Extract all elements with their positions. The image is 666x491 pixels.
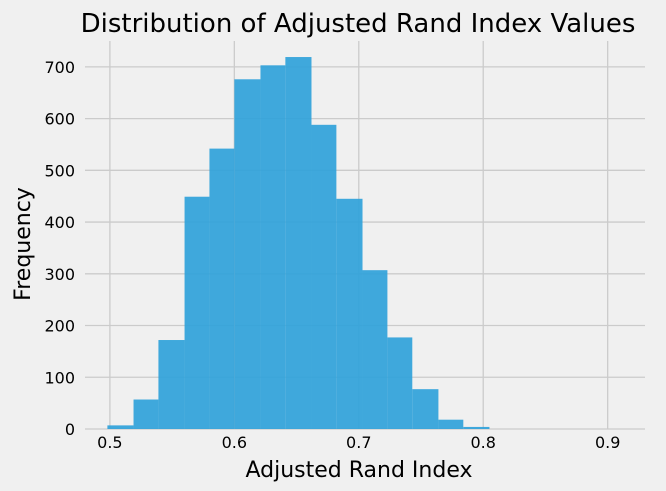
histogram-bar (158, 340, 185, 429)
histogram-bar (285, 57, 312, 430)
histogram-bars (107, 57, 490, 430)
x-axis-label: Adjusted Rand Index (245, 458, 472, 483)
y-axis-label: Frequency (11, 187, 36, 301)
histogram-bar (311, 124, 337, 430)
x-tick-label: 0.6 (222, 433, 247, 452)
x-tick-label: 0.8 (470, 433, 495, 452)
y-tick-label: 700 (44, 58, 75, 77)
histogram-bar (438, 419, 464, 429)
histogram-bar (387, 337, 413, 429)
histogram-bar (133, 399, 159, 429)
histogram-bar (362, 270, 388, 429)
tick-labels: 0 100 200 300 400 500 600 700 0.5 0.6 0.7 0.8 0.9 (44, 58, 620, 452)
y-tick-label: 400 (44, 213, 75, 232)
y-tick-label: 500 (44, 161, 75, 180)
histogram-bar (260, 65, 286, 429)
y-tick-label: 300 (44, 265, 75, 284)
y-tick-label: 100 (44, 368, 75, 387)
chart-title: Distribution of Adjusted Rand Index Valu… (81, 9, 636, 39)
histogram-bar (463, 426, 490, 429)
histogram-bar (107, 425, 134, 429)
x-tick-label: 0.9 (595, 433, 620, 452)
y-tick-label: 200 (44, 317, 75, 336)
histogram-bar (184, 196, 210, 429)
x-tick-label: 0.5 (97, 433, 122, 452)
histogram-bar (234, 79, 261, 430)
histogram-bar (336, 198, 363, 429)
y-tick-label: 600 (44, 110, 75, 129)
x-tick-label: 0.7 (346, 433, 371, 452)
histogram-bar (209, 148, 235, 429)
y-tick-label: 0 (65, 420, 75, 439)
histogram-bar (412, 389, 439, 429)
